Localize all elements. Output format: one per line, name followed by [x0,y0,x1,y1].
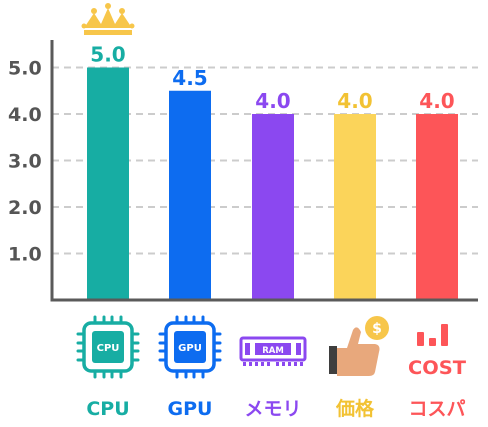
cost-performance-icon: COST [408,324,466,379]
coin-symbol: $ [372,321,382,337]
cpu-chip-text: CPU [97,343,120,354]
dollar-coin-icon: $ [365,316,389,340]
memory-icon: RAM [239,336,307,366]
gpu-chip-text: GPU [178,343,202,354]
bars [87,67,458,300]
category-labels: CPU GPU メモリ 価格 コスパ [86,397,465,420]
cost-text: COST [408,357,466,379]
bar [169,90,211,300]
axes [50,40,478,302]
value-label: 4.0 [337,89,372,113]
y-tick-label: 3.0 [8,151,42,173]
value-label: 5.0 [90,43,125,67]
value-label: 4.0 [419,89,454,113]
category-label: 価格 [335,397,375,420]
category-label: GPU [168,398,213,420]
bar [334,114,376,300]
price-icon: $ [329,316,389,376]
value-label: 4.0 [255,89,290,113]
gpu-icon: GPU [158,315,222,379]
value-labels: 5.0 4.5 4.0 4.0 4.0 [90,43,454,114]
bar [416,114,458,300]
cpu-icon: CPU [76,315,140,379]
gridlines [52,66,478,255]
y-tick-labels: 1.0 2.0 3.0 4.0 5.0 [8,58,42,266]
value-label: 4.5 [172,66,207,90]
crown-icon [81,3,135,35]
bar [87,67,129,300]
category-label: コスパ [408,398,465,420]
category-label: CPU [86,398,129,420]
ram-chip-text: RAM [262,346,284,356]
y-tick-label: 1.0 [8,244,42,266]
y-tick-label: 5.0 [8,58,42,80]
y-tick-label: 4.0 [8,104,42,126]
y-tick-label: 2.0 [8,197,42,219]
bar [252,114,294,300]
category-label: メモリ [244,398,301,420]
